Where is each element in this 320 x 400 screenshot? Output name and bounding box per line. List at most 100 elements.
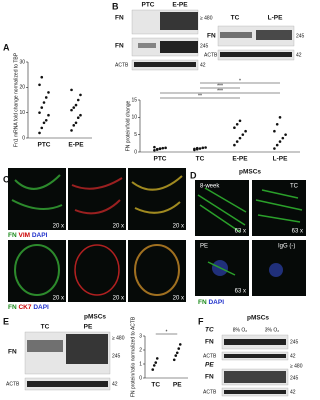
data-point [155, 148, 159, 151]
data-point [74, 121, 78, 125]
data-point [235, 140, 239, 143]
panel-label: E [3, 316, 9, 326]
significance: ** [198, 93, 202, 99]
lane-label: 3% O₂ [265, 327, 280, 333]
x-tick-label: PE [173, 382, 182, 389]
group-label: TC [205, 327, 214, 334]
data-point [70, 88, 73, 92]
data-point [201, 146, 205, 150]
panel-label: C [3, 174, 10, 184]
data-point [161, 146, 165, 150]
data-point [273, 147, 276, 150]
data-point [164, 146, 167, 150]
panel-label: D [190, 170, 197, 180]
image-label: 8-week [200, 184, 220, 190]
data-point [273, 129, 276, 133]
data-point [38, 111, 41, 114]
data-point [178, 343, 182, 346]
row-label: FN [115, 15, 124, 22]
legend: FN CK7 DAPI [8, 304, 49, 311]
size-label: 42 [200, 62, 206, 68]
data-point [42, 121, 46, 125]
size-label: ≥ 480 [200, 15, 213, 21]
data-point [47, 113, 50, 117]
legend-item: CK7 [18, 304, 31, 311]
legend: FN VIM DAPI [8, 232, 48, 239]
panel-label: F [198, 316, 204, 326]
data-point [172, 358, 176, 362]
x-tick-label: TC [196, 156, 205, 163]
y-tick-label: 15 [131, 97, 137, 103]
data-point [278, 116, 282, 119]
blot [131, 9, 199, 71]
figure: A B PTC E-PE FN FN ACTB ≥ 480 245 42 TC … [3, 1, 306, 397]
data-point [278, 140, 282, 143]
data-point [241, 133, 245, 136]
y-tick-label: 0 [22, 135, 25, 141]
magnification: 20 x [113, 224, 124, 230]
magnification: 63 x [235, 229, 246, 235]
y-tick-label: 20 [19, 85, 25, 91]
panel-title: pMSCs [247, 315, 269, 322]
data-point [38, 131, 41, 135]
data-point [42, 101, 46, 104]
data-point [40, 106, 44, 109]
legend-item: DAPI [32, 232, 48, 239]
image-grid [195, 180, 306, 296]
group-label: PE [205, 362, 214, 369]
lane-label: 8% O₂ [233, 327, 248, 333]
data-point [38, 83, 41, 87]
data-point [158, 147, 162, 151]
panel-title: pMSCs [84, 314, 106, 321]
y-tick-label: 1 [139, 361, 142, 367]
size-label: 245 [200, 43, 209, 49]
data-point [154, 361, 158, 364]
y-axis-label: FN protein/ratio normalized to ACTB [130, 316, 136, 397]
y-axis-label: Fn1 mRNA fold change normalized to TBP [13, 52, 19, 147]
data-point [152, 364, 156, 367]
x-tick-label: L-PE [273, 156, 288, 163]
data-point [233, 126, 236, 130]
size-label: 245 [290, 375, 299, 381]
blot [217, 25, 295, 61]
size-label: ≥ 480 [112, 335, 125, 341]
lane-label: PTC [142, 2, 155, 9]
size-label: 42 [290, 389, 296, 395]
data-point [40, 126, 44, 130]
data-point [79, 93, 82, 97]
data-point [204, 146, 207, 149]
size-label: 42 [296, 52, 302, 58]
data-point [175, 351, 179, 355]
row-label: FN [205, 374, 214, 381]
size-label: ≥ 480 [290, 363, 303, 369]
size-label: 245 [296, 33, 305, 39]
row-label: FN [207, 33, 216, 40]
data-point [74, 103, 78, 107]
data-point [198, 147, 202, 150]
y-tick-label: 5 [134, 132, 137, 138]
data-point [244, 129, 247, 133]
legend-item: FN [8, 304, 17, 311]
magnification: 20 x [113, 296, 124, 302]
size-label: 245 [112, 353, 121, 359]
row-label: ACTB [6, 381, 20, 387]
lane-label: E-PE [172, 2, 188, 9]
image-label: TC [290, 184, 299, 190]
lane-label: TC [41, 324, 50, 331]
data-point [44, 96, 48, 99]
data-point [76, 98, 80, 102]
data-point [40, 75, 44, 79]
y-tick-label: 0 [134, 149, 137, 155]
y-tick-label: 2 [139, 347, 142, 353]
lane-label: PE [84, 324, 93, 331]
data-point [76, 116, 80, 120]
image-label: IgG (-) [278, 244, 295, 250]
legend-item: FN [8, 232, 17, 239]
data-point [72, 124, 76, 127]
row-label: ACTB [203, 389, 217, 395]
image-label: PE [200, 244, 208, 250]
row-label: ACTB [203, 353, 217, 359]
row-label: FN [8, 349, 17, 356]
legend-item: FN [198, 299, 207, 306]
row-label: ACTB [204, 52, 218, 58]
